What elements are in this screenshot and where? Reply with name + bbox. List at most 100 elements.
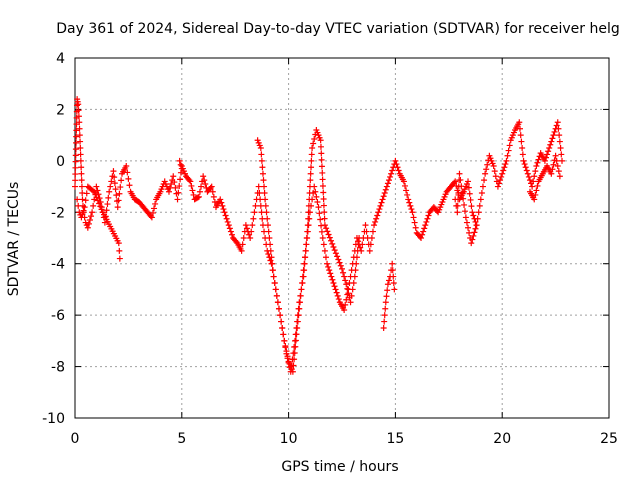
data-point	[101, 219, 108, 226]
data-point	[499, 170, 506, 177]
data-point	[187, 178, 194, 185]
data-point	[362, 222, 369, 229]
data-point	[369, 228, 376, 235]
data-point	[532, 168, 539, 175]
data-point	[549, 166, 556, 173]
data-point	[550, 161, 557, 168]
data-point	[343, 296, 350, 303]
data-point	[306, 190, 313, 196]
data-point	[467, 196, 474, 203]
data-point	[261, 183, 268, 190]
data-point	[257, 145, 264, 151]
data-point	[495, 180, 502, 187]
data-point	[384, 180, 391, 187]
data-point	[318, 156, 325, 163]
data-point	[307, 177, 314, 184]
data-point	[227, 228, 234, 235]
data-point	[380, 325, 387, 331]
data-point	[315, 204, 322, 211]
data-point	[550, 132, 557, 139]
data-point	[325, 231, 332, 238]
data-point	[240, 235, 247, 241]
data-point	[465, 178, 472, 185]
data-point	[351, 273, 358, 280]
data-point	[89, 187, 96, 194]
data-point	[390, 273, 397, 280]
data-point	[72, 146, 79, 153]
data-point	[147, 213, 154, 220]
data-point	[190, 191, 197, 198]
data-point	[186, 177, 193, 184]
data-point	[304, 228, 311, 235]
data-point	[300, 273, 307, 280]
data-point	[223, 215, 230, 222]
data-point	[522, 164, 529, 171]
data-point	[477, 196, 484, 203]
data-point	[259, 164, 266, 171]
data-point	[111, 180, 118, 187]
data-points	[72, 96, 566, 375]
data-point	[389, 267, 396, 274]
grid-lines	[75, 58, 609, 418]
data-point	[301, 267, 308, 274]
data-point	[356, 235, 363, 241]
data-point	[85, 220, 92, 227]
data-point	[424, 215, 431, 222]
data-point	[524, 170, 531, 177]
data-point	[556, 132, 563, 139]
data-point	[270, 273, 277, 280]
data-point	[72, 158, 79, 165]
data-point	[384, 287, 391, 294]
data-point	[75, 113, 82, 120]
data-point	[208, 183, 215, 190]
data-point	[547, 141, 554, 148]
data-point	[265, 251, 272, 258]
data-point	[491, 168, 498, 175]
data-point	[326, 267, 333, 274]
data-point	[406, 199, 413, 206]
data-point	[261, 190, 268, 196]
data-point	[83, 190, 90, 197]
data-point	[461, 201, 468, 208]
data-point	[551, 128, 558, 135]
data-point	[313, 193, 320, 200]
data-point	[273, 292, 280, 299]
data-point	[384, 281, 391, 288]
data-point	[316, 210, 323, 217]
data-point	[268, 254, 275, 261]
data-point	[310, 140, 317, 147]
data-point	[79, 211, 86, 217]
data-point	[324, 228, 331, 235]
data-point	[379, 196, 386, 203]
data-point	[470, 212, 477, 219]
data-point	[175, 189, 182, 196]
data-point	[319, 169, 326, 176]
data-point	[319, 235, 326, 241]
data-point	[94, 197, 101, 204]
data-point	[264, 215, 271, 222]
data-point	[460, 195, 467, 202]
data-point	[555, 168, 562, 175]
data-point	[383, 183, 390, 190]
data-point	[73, 133, 80, 140]
data-point	[222, 212, 229, 219]
data-point	[72, 183, 78, 190]
data-point	[545, 148, 552, 155]
data-point	[296, 299, 303, 306]
data-point	[115, 240, 122, 247]
data-point	[353, 254, 360, 261]
data-point	[115, 197, 122, 204]
data-point	[282, 344, 289, 351]
data-point	[211, 199, 218, 205]
data-point	[391, 286, 398, 293]
data-point	[366, 247, 373, 254]
data-point	[342, 301, 349, 308]
data-point	[318, 150, 325, 157]
data-point	[341, 307, 348, 313]
data-point	[330, 280, 337, 286]
data-point	[251, 209, 258, 216]
data-point	[210, 193, 217, 200]
data-point	[201, 177, 208, 184]
data-point	[469, 236, 476, 243]
data-point	[76, 119, 83, 126]
